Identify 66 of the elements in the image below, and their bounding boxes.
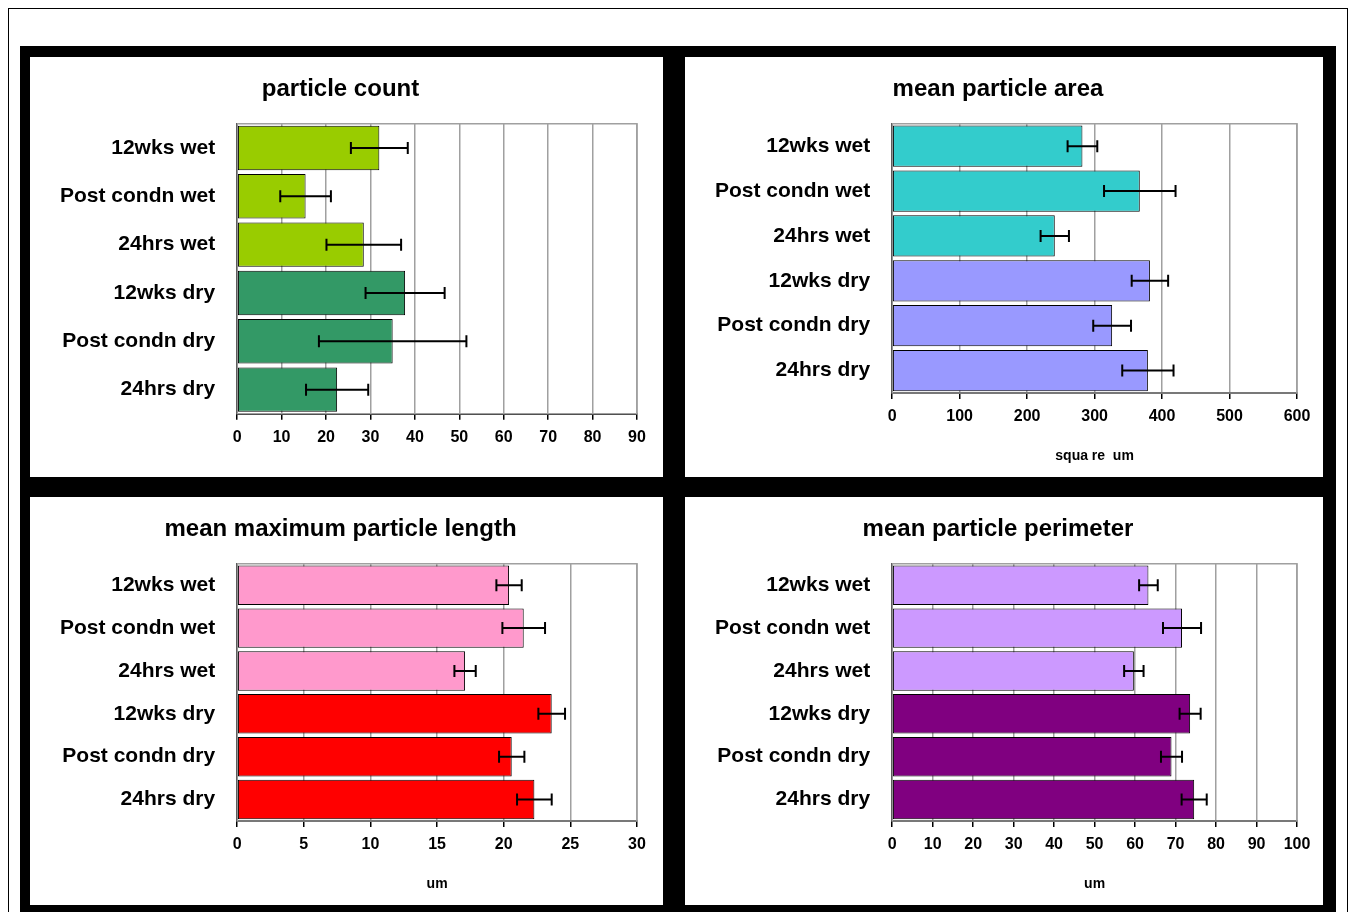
y-tick-label: 12wks dry (113, 700, 216, 724)
x-tick-label: 300 (1081, 407, 1109, 425)
y-tick-label: Post condn dry (62, 328, 216, 352)
x-tick-label: 40 (405, 427, 424, 445)
x-tick-label: 40 (1045, 835, 1064, 853)
y-tick-label: 24hrs wet (773, 222, 871, 246)
y-tick-label: 24hrs wet (118, 657, 216, 681)
x-tick-label: 0 (887, 407, 897, 425)
y-tick-label: Post condn dry (62, 743, 216, 767)
x-tick-label: 5 (299, 835, 309, 853)
x-tick-label: 90 (1247, 835, 1266, 853)
chart-title: mean particle area (892, 74, 1105, 102)
y-tick-label: Post condn wet (59, 614, 216, 638)
x-tick-label: 25 (561, 835, 580, 853)
x-axis-title: um (426, 875, 448, 892)
x-tick-label: 90 (628, 427, 646, 445)
x-tick-label: 30 (628, 835, 646, 853)
x-tick-label: 20 (317, 427, 336, 445)
x-tick-label: 50 (450, 427, 469, 445)
x-tick-label: 10 (272, 427, 291, 445)
x-tick-label: 0 (887, 835, 897, 853)
y-tick-label: Post condn wet (59, 183, 216, 207)
y-tick-label: 24hrs wet (118, 231, 216, 255)
y-tick-label: 12wks wet (111, 134, 216, 158)
x-tick-label: 0 (232, 427, 242, 445)
x-tick-label: 0 (232, 835, 242, 853)
x-tick-label: 10 (923, 835, 942, 853)
x-tick-label: 30 (361, 427, 380, 445)
x-tick-label: 70 (1166, 835, 1185, 853)
y-tick-label: Post condn wet (714, 177, 871, 201)
x-tick-label: 15 (428, 835, 447, 853)
x-axis-title: squa re um (1055, 447, 1134, 464)
x-tick-label: 80 (1207, 835, 1226, 853)
x-tick-label: 70 (539, 427, 558, 445)
y-tick-label: 24hrs wet (773, 657, 871, 681)
x-tick-label: 80 (583, 427, 602, 445)
y-tick-label: 12wks wet (111, 572, 216, 596)
y-tick-label: 24hrs dry (120, 786, 216, 810)
y-tick-label: 24hrs dry (775, 357, 871, 381)
x-tick-label: 600 (1283, 407, 1311, 425)
x-tick-label: 100 (1283, 835, 1311, 853)
y-tick-label: 12wks wet (766, 572, 871, 596)
x-tick-label: 60 (1126, 835, 1145, 853)
y-tick-label: 12wks dry (768, 700, 871, 724)
chart-title: particle count (261, 74, 420, 102)
y-tick-label: Post condn dry (717, 743, 871, 767)
y-tick-label: Post condn dry (717, 312, 871, 336)
y-tick-label: 12wks wet (766, 133, 871, 157)
y-tick-label: Post condn wet (714, 614, 871, 638)
x-tick-label: 200 (1013, 407, 1041, 425)
chart-title: mean particle perimeter (862, 514, 1134, 542)
x-axis-title: um (1084, 875, 1106, 892)
x-tick-label: 20 (494, 835, 513, 853)
x-tick-label: 50 (1085, 835, 1104, 853)
x-tick-label: 30 (1004, 835, 1023, 853)
x-tick-label: 60 (494, 427, 513, 445)
chart-title: mean maximum particle length (164, 514, 517, 542)
y-tick-label: 12wks dry (113, 279, 216, 303)
x-tick-label: 10 (361, 835, 380, 853)
x-tick-label: 500 (1216, 407, 1243, 425)
y-tick-label: 24hrs dry (120, 376, 216, 400)
x-tick-label: 20 (964, 835, 983, 853)
y-tick-label: 12wks dry (768, 267, 871, 291)
x-tick-label: 100 (946, 407, 974, 425)
x-tick-label: 400 (1148, 407, 1176, 425)
y-tick-label: 24hrs dry (775, 786, 871, 810)
